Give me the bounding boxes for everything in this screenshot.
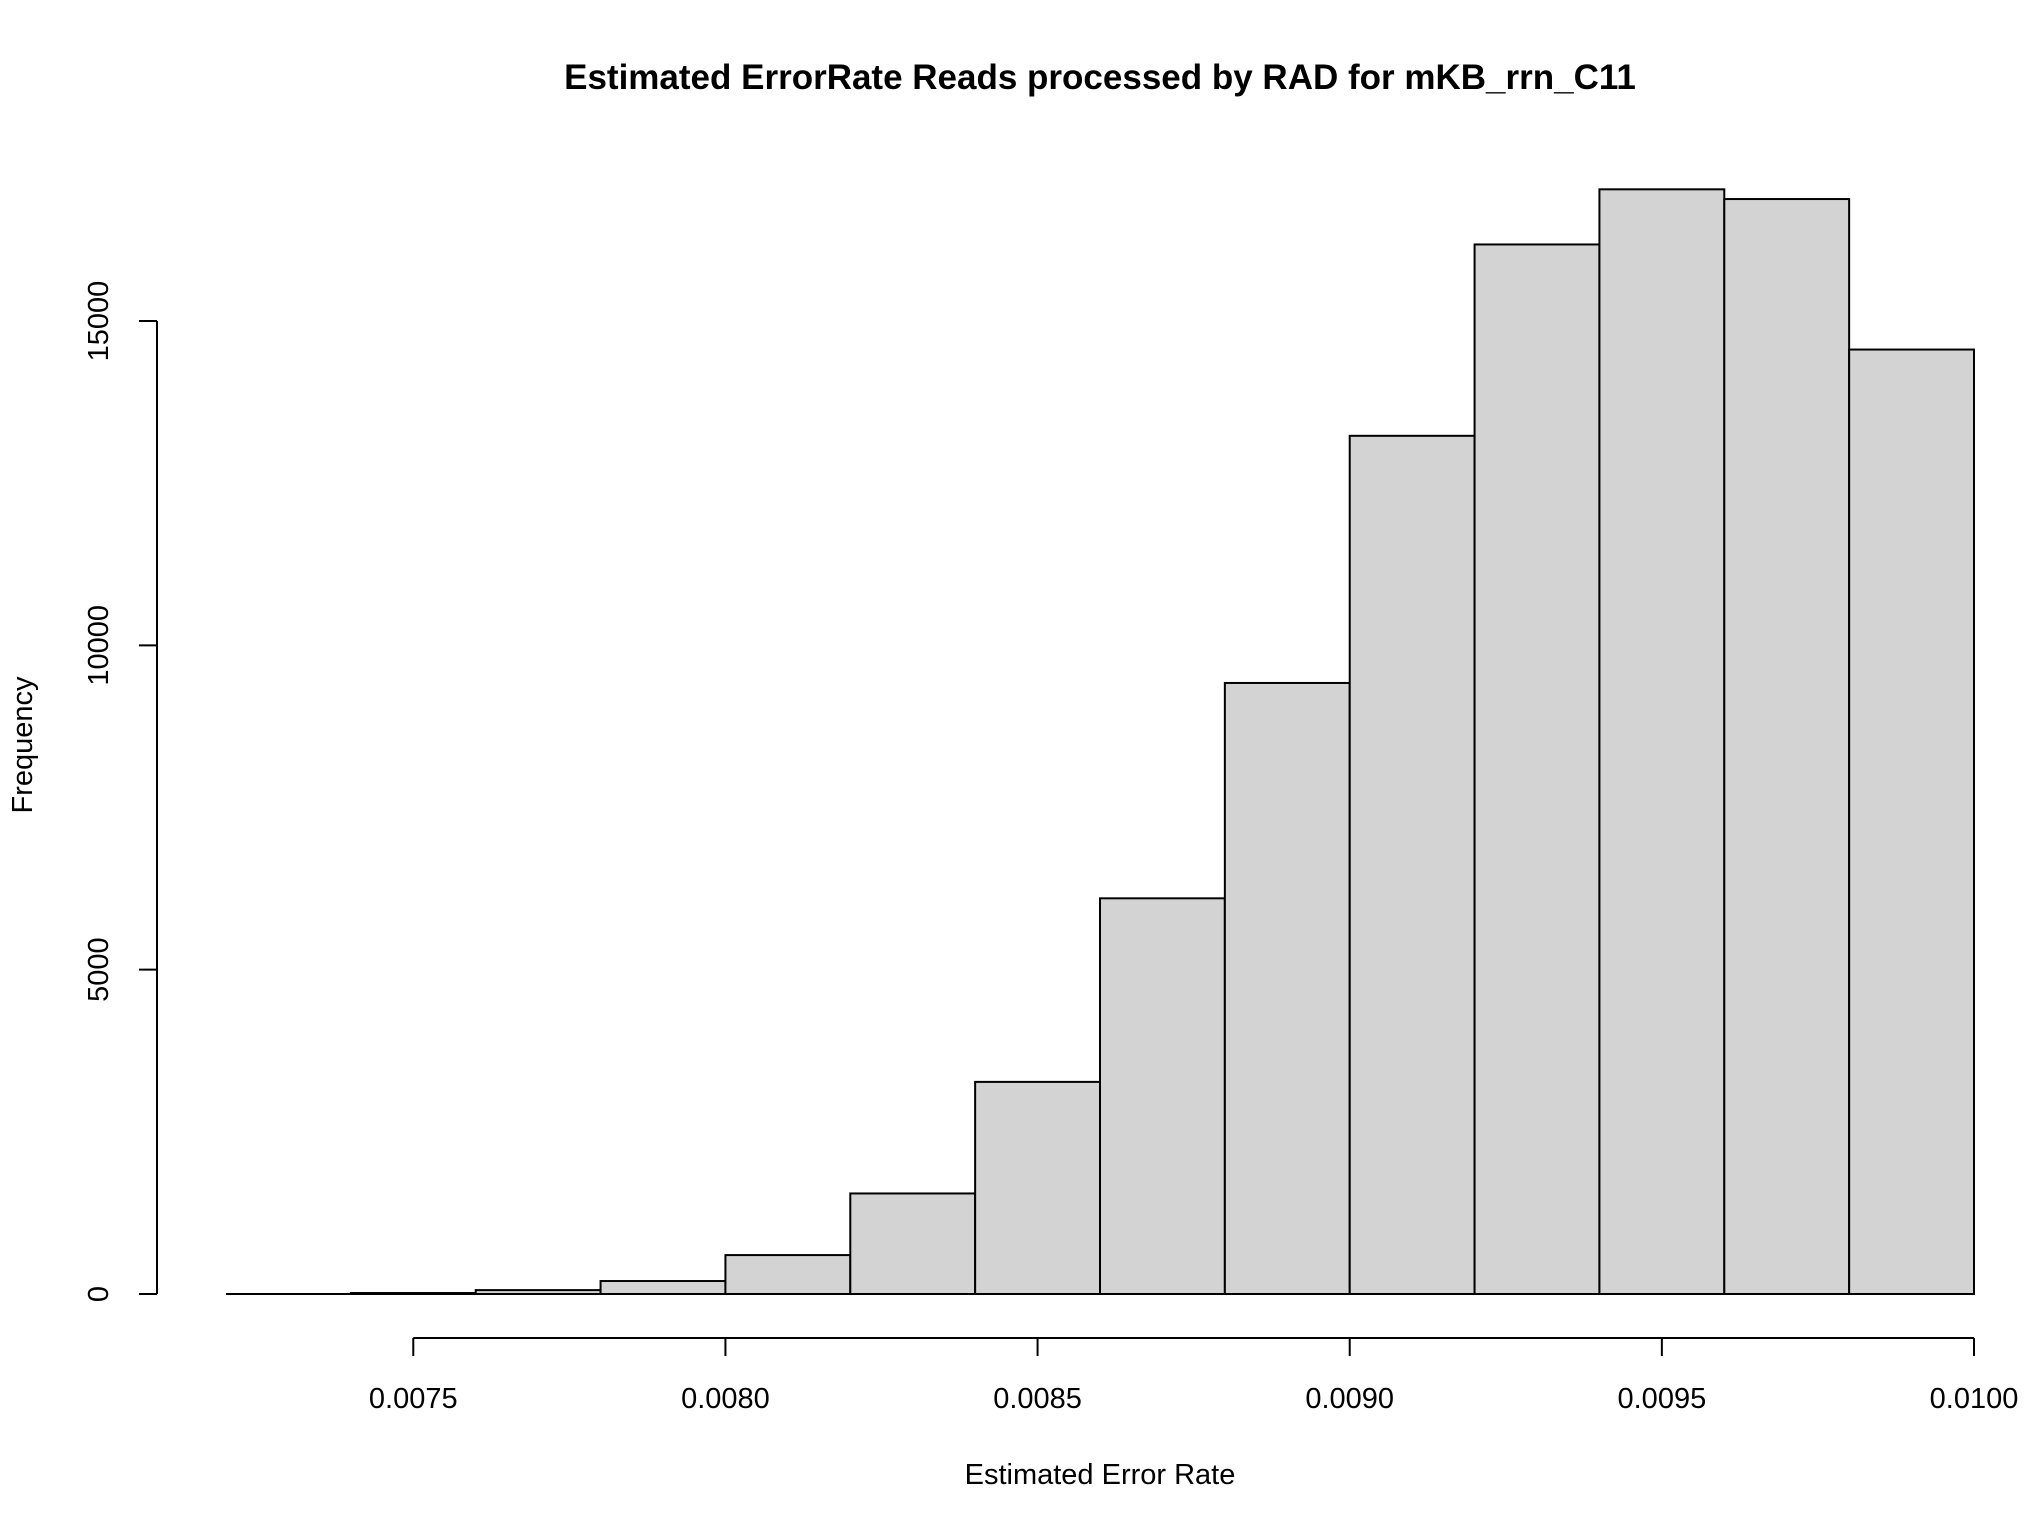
histogram-bar [724,1254,852,1295]
histogram-bar [1223,681,1351,1295]
chart-title: Estimated ErrorRate Reads processed by R… [564,58,1636,97]
x-tick-label: 0.0085 [993,1383,1082,1415]
x-axis-label: Estimated Error Rate [965,1459,1236,1491]
y-axis: 0 5000 10000 15000 [83,281,158,1302]
histogram-bar [1723,198,1851,1295]
histogram-bar [349,1292,477,1295]
x-tick-label: 0.0080 [681,1383,770,1415]
y-tick-label: 15000 [83,281,115,362]
x-axis: 0.0075 0.0080 0.0085 0.0090 0.0095 0.0100 [369,1337,2019,1415]
histogram-bar [1348,434,1476,1295]
histogram-bar [1848,348,1975,1295]
histogram-bar [474,1289,602,1296]
x-tick-label: 0.0100 [1930,1383,2019,1415]
x-tick-label: 0.0075 [369,1383,458,1415]
y-tick-label: 10000 [83,605,115,686]
histogram-bars [226,188,1975,1296]
y-tick-label: 5000 [83,937,115,1002]
histogram-bar [1473,243,1601,1296]
y-tick-label: 0 [83,1286,115,1302]
histogram-bar [974,1080,1102,1295]
y-axis-label: Frequency [7,676,39,814]
histogram-bar [1598,188,1726,1295]
x-tick-label: 0.0095 [1618,1383,1707,1415]
histogram-bar [849,1192,977,1295]
x-tick-label: 0.0090 [1305,1383,1394,1415]
histogram-bar [1099,897,1226,1296]
histogram-bar [599,1280,727,1295]
